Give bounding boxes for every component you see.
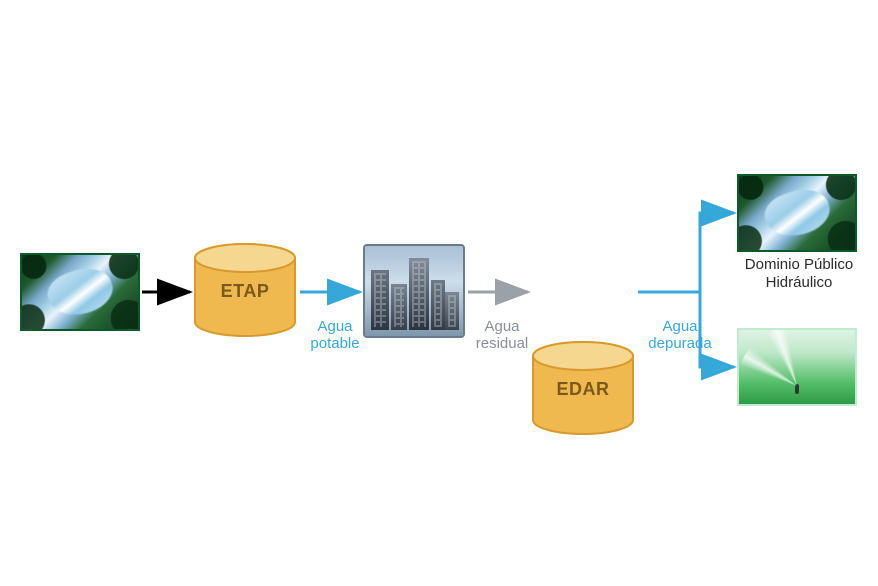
edar-label: EDAR	[556, 379, 609, 400]
edge-edar-out-label: Aguadepurada	[640, 318, 720, 353]
edge-edar-branches	[0, 0, 878, 586]
etap-label: ETAP	[221, 281, 270, 302]
edge-label-text: Aguadepurada	[648, 318, 711, 352]
arrow-branch-up-icon	[700, 213, 734, 292]
